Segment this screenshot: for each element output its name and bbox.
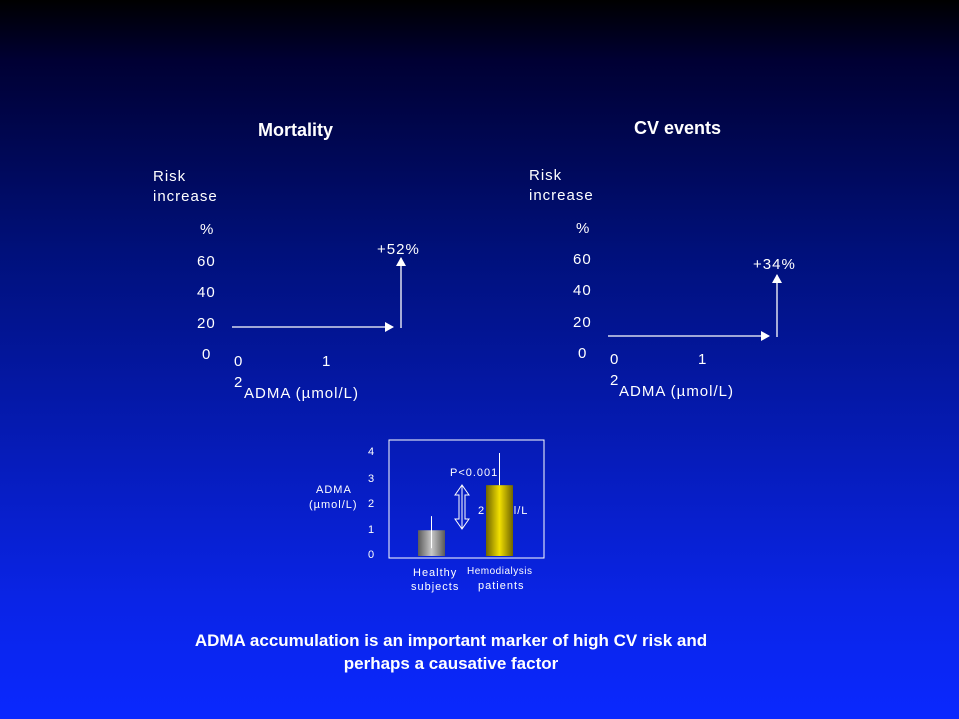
cv-title: CV events	[634, 118, 722, 138]
bar-category-hemo-1: Hemodialysis	[467, 566, 533, 577]
bar-category-healthy-1: Healthy	[413, 567, 458, 579]
conclusion-line-1: ADMA accumulation is an important marker…	[194, 631, 708, 650]
mortality-yunit: %	[200, 221, 215, 238]
cv-annotation: +34%	[753, 256, 796, 273]
mortality-ytick-20: 20	[197, 315, 216, 332]
bar-category-healthy-2: subjects	[411, 581, 460, 593]
bar-ytick-3: 3	[368, 473, 376, 485]
mortality-xlabel: ADMA (µmol/L)	[244, 385, 359, 402]
cv-xtick-2: 2	[610, 372, 620, 389]
cv-ylabel: Risk increase	[529, 167, 594, 204]
bar-ytick-0: 0	[368, 549, 376, 561]
bar-ytick-1: 1	[368, 524, 376, 536]
bar-category-hemo-2: patients	[478, 580, 525, 592]
difference-double-arrow	[454, 484, 470, 530]
mortality-annotation: +52%	[377, 241, 420, 258]
bar-ylabel-line2: (µmol/L)	[309, 499, 358, 511]
mortality-ytick-0: 0	[202, 346, 212, 363]
mortality-xtick-2: 2	[234, 374, 244, 391]
bar-ytick-4: 4	[368, 446, 376, 458]
cv-ytick-60: 60	[573, 251, 592, 268]
cv-xtick-0: 0	[610, 351, 620, 368]
mortality-title: Mortality	[258, 120, 334, 140]
bar-plot-frame	[388, 439, 545, 559]
mortality-xtick-0: 0	[234, 353, 244, 370]
mortality-ylabel: Risk increase	[153, 168, 218, 205]
cv-xlabel: ADMA (µmol/L)	[619, 383, 734, 400]
bar-ytick-2: 2	[368, 498, 376, 510]
cv-xtick-1: 1	[698, 351, 708, 368]
conclusion-line-2: perhaps a causative factor	[343, 654, 559, 673]
conclusion-text: ADMA accumulation is an important marker…	[0, 629, 902, 675]
mortality-ytick-40: 40	[197, 284, 216, 301]
cv-ytick-40: 40	[573, 282, 592, 299]
bar-ylabel-line1: ADMA	[316, 484, 352, 496]
cv-ytick-0: 0	[578, 345, 588, 362]
mortality-xtick-1: 1	[322, 353, 332, 370]
cv-ytick-20: 20	[573, 314, 592, 331]
bar-pvalue: P<0.001	[450, 467, 499, 479]
cv-yunit: %	[576, 220, 591, 237]
mortality-ytick-60: 60	[197, 253, 216, 270]
bar-hemodialysis	[486, 485, 513, 556]
